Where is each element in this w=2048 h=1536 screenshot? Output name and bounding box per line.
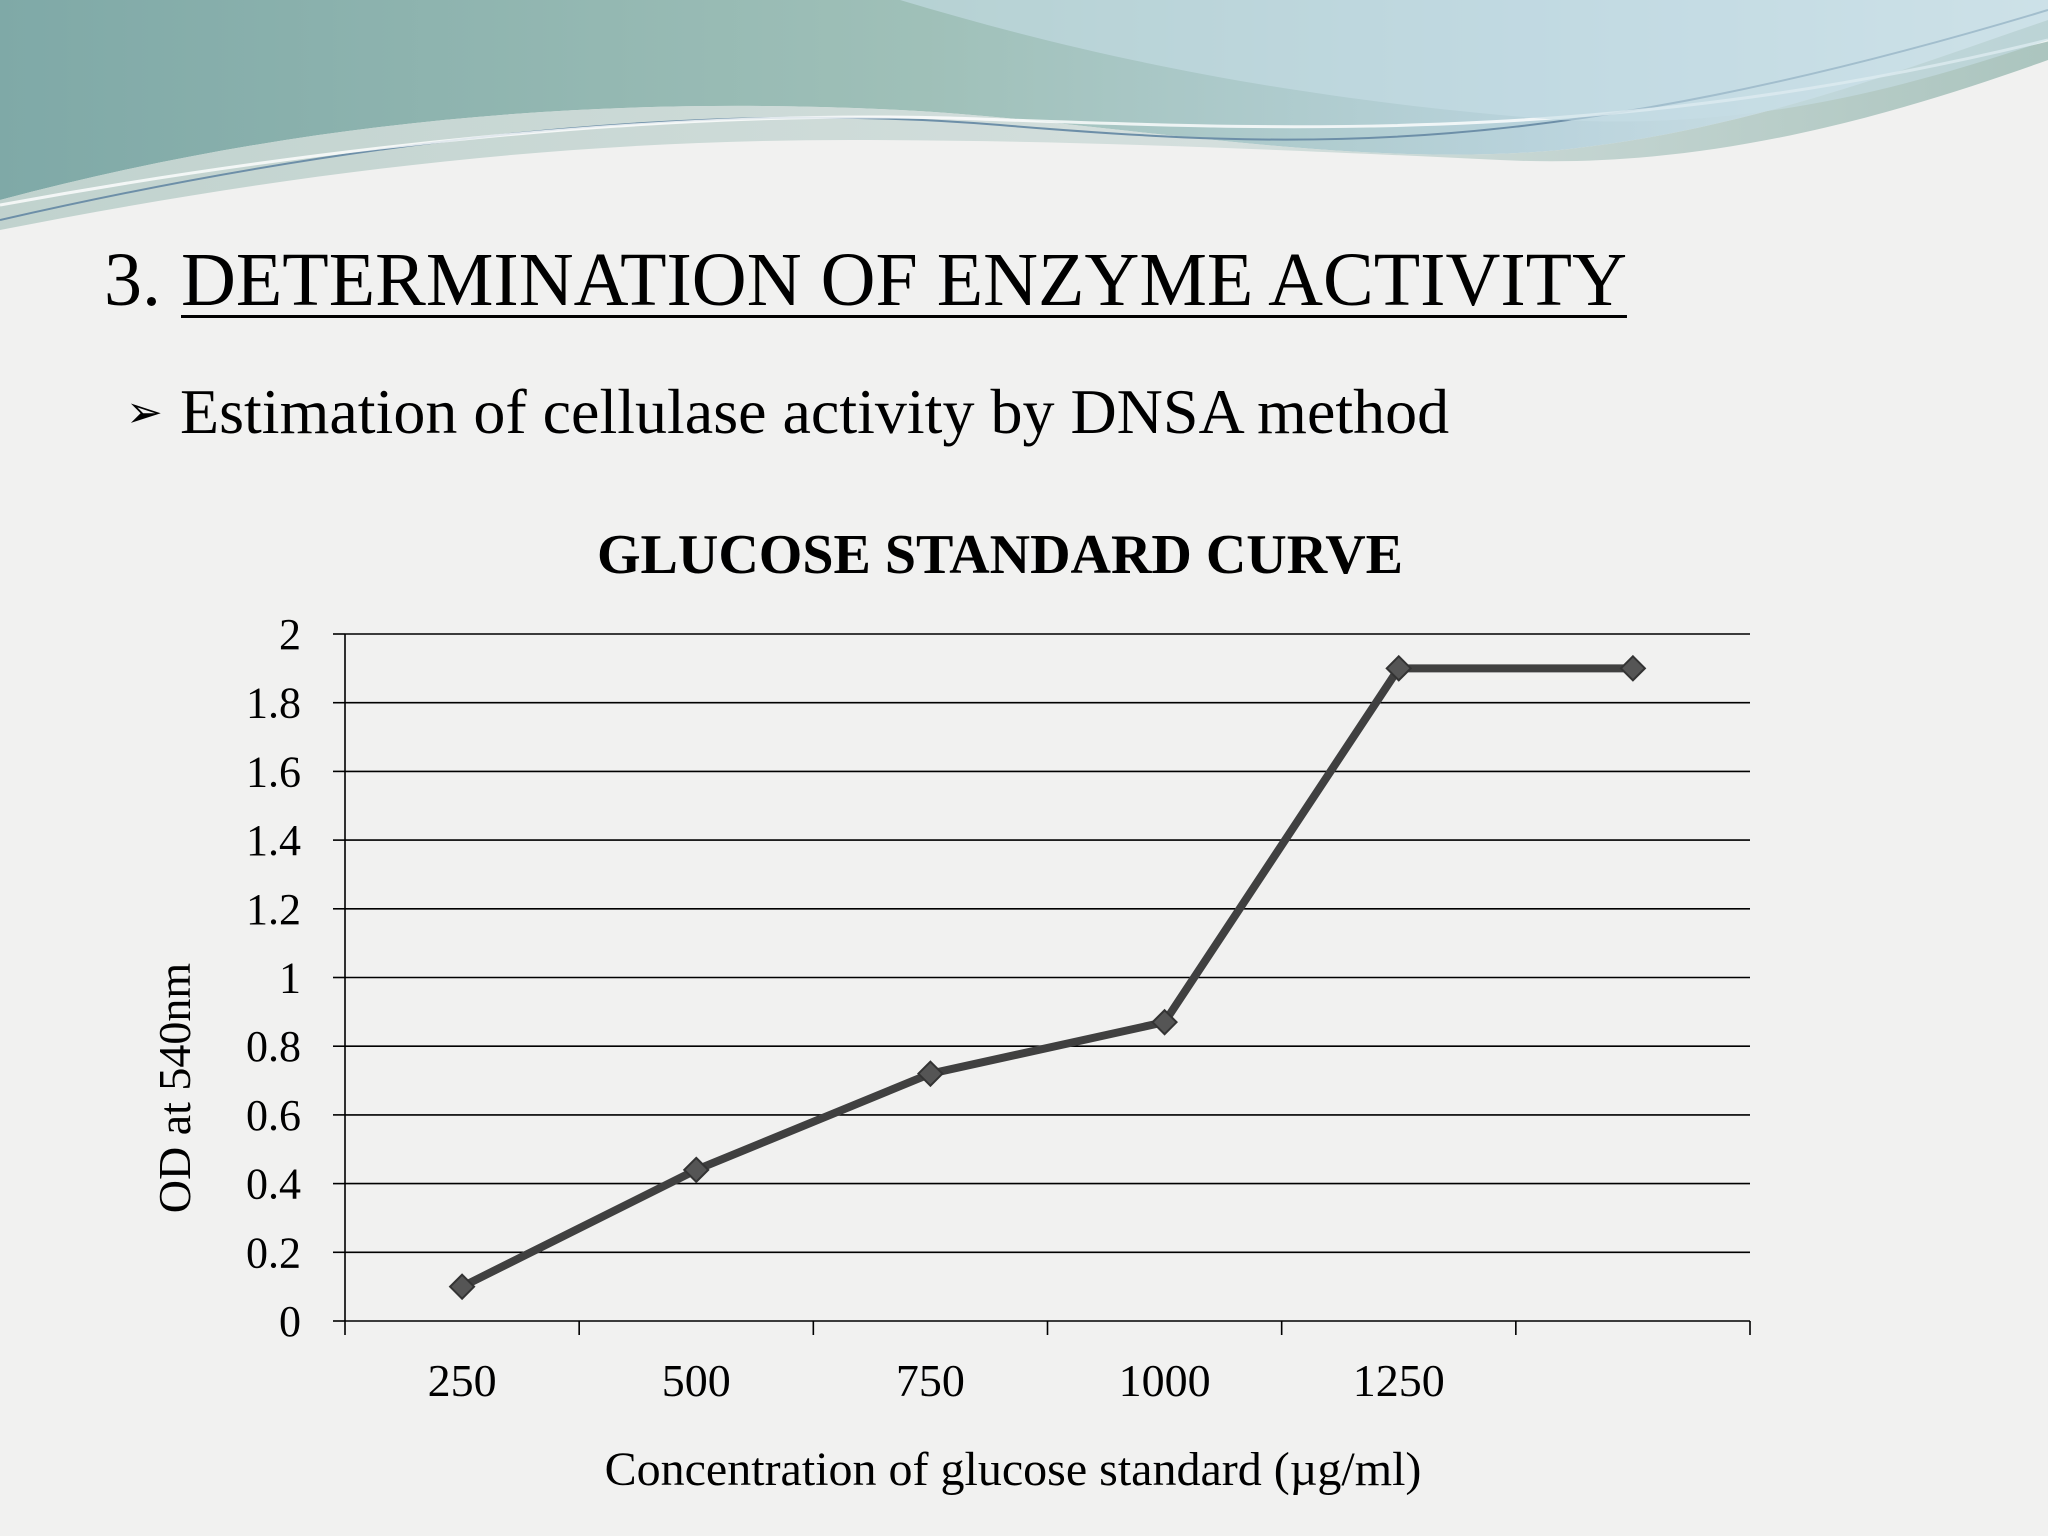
x-tick-label: 1000 (1119, 1355, 1211, 1406)
x-tick-label: 500 (662, 1355, 731, 1406)
y-tick-label: 0.2 (246, 1228, 301, 1277)
gridlines (345, 633, 1750, 1254)
y-tick-label: 0.8 (246, 1022, 301, 1071)
bullet-text: Estimation of cellulase activity by DNSA… (180, 376, 1450, 447)
y-axis-label: OD at 540nm (149, 963, 200, 1214)
bullet-item: ➢ Estimation of cellulase activity by DNS… (126, 370, 1449, 455)
series-od-line (448, 654, 1647, 1301)
x-tick-labels: 250 500 750 1000 1250 (428, 1355, 1445, 1406)
x-tick-label: 250 (428, 1355, 497, 1406)
y-tick-label: 1 (279, 954, 301, 1003)
data-point-marker (1151, 1008, 1178, 1036)
heading-text: DETERMINATION OF ENZYME ACTIVITY (181, 238, 1627, 322)
decorative-wave-banner (0, 0, 2048, 230)
x-tick-label: 750 (896, 1355, 965, 1406)
x-tick-label: 1250 (1353, 1355, 1445, 1406)
heading-number: 3. (104, 238, 161, 322)
data-point-marker (1385, 654, 1413, 682)
chart-title: GLUCOSE STANDARD CURVE (597, 524, 1403, 586)
y-tick-label: 1.4 (246, 816, 301, 865)
series-line (458, 664, 1637, 1291)
y-tick-label: 1.8 (246, 679, 301, 728)
y-tick-label: 2 (279, 610, 301, 659)
data-point-marker (917, 1060, 944, 1088)
y-tick-label: 0 (279, 1297, 301, 1346)
data-point-marker (448, 1273, 476, 1301)
axes (333, 633, 1751, 1335)
y-tick-labels: 0 0.2 0.4 0.6 0.8 1 1.2 1.4 1.6 1.8 2 (246, 610, 301, 1346)
slide-heading: 3. DETERMINATION OF ENZYME ACTIVITY (104, 232, 1627, 328)
y-tick-label: 0.4 (246, 1160, 301, 1209)
y-tick-label: 1.6 (246, 747, 301, 796)
y-tick-label: 0.6 (246, 1091, 301, 1140)
arrow-bullet-icon: ➢ (126, 388, 163, 437)
data-point-marker (1619, 654, 1647, 682)
y-tick-label: 1.2 (246, 885, 301, 934)
data-point-marker (682, 1156, 710, 1184)
x-axis-label: Concentration of glucose standard (µg/ml… (605, 1443, 1422, 1496)
